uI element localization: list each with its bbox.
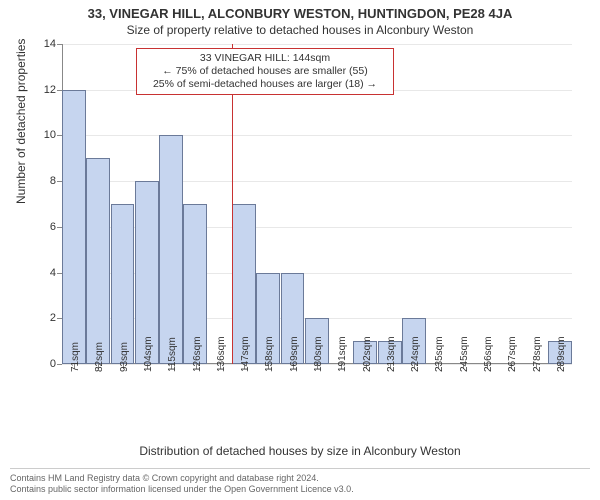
y-tick-label: 8 (50, 175, 56, 187)
y-tick-label: 10 (44, 129, 56, 141)
footer: Contains HM Land Registry data © Crown c… (10, 468, 590, 496)
title-sub: Size of property relative to detached ho… (0, 21, 600, 37)
x-tick-label: 82sqm (94, 342, 105, 372)
annotation-box: 33 VINEGAR HILL: 144sqm← 75% of detached… (136, 48, 394, 95)
x-tick-label: 104sqm (143, 336, 154, 372)
x-tick-label: 267sqm (507, 336, 518, 372)
y-tick-label: 12 (44, 84, 56, 96)
x-tick-label: 213sqm (386, 336, 397, 372)
x-tick-label: 71sqm (70, 342, 81, 372)
histogram-bar (159, 135, 183, 364)
y-axis-label: Number of detached properties (14, 39, 28, 204)
x-tick-label: 256sqm (483, 336, 494, 372)
annotation-line: 33 VINEGAR HILL: 144sqm (143, 52, 387, 65)
y-tick-label: 14 (44, 38, 56, 50)
x-tick-label: 289sqm (556, 336, 567, 372)
y-tick-label: 0 (50, 358, 56, 370)
x-tick-label: 158sqm (264, 336, 275, 372)
x-tick-label: 191sqm (337, 336, 348, 372)
histogram-bar (111, 204, 135, 364)
x-tick-label: 278sqm (532, 336, 543, 372)
y-tick-mark (57, 364, 62, 365)
annotation-line: 25% of semi-detached houses are larger (… (143, 78, 387, 91)
x-tick-label: 136sqm (216, 336, 227, 372)
y-tick-label: 6 (50, 221, 56, 233)
x-tick-label: 245sqm (459, 336, 470, 372)
x-tick-label: 147sqm (240, 336, 251, 372)
x-tick-label: 180sqm (313, 336, 324, 372)
gridline (62, 44, 572, 45)
annotation-line: ← 75% of detached houses are smaller (55… (143, 65, 387, 78)
footer-line-2: Contains public sector information licen… (10, 484, 590, 496)
x-tick-label: 115sqm (167, 337, 178, 372)
chart-container: 33, VINEGAR HILL, ALCONBURY WESTON, HUNT… (0, 0, 600, 500)
plot-area: 0246810121471sqm82sqm93sqm104sqm115sqm12… (62, 44, 572, 364)
x-tick-label: 126sqm (192, 336, 203, 372)
gridline (62, 135, 572, 136)
y-tick-label: 2 (50, 312, 56, 324)
histogram-bar (62, 90, 86, 364)
x-tick-label: 93sqm (119, 342, 130, 372)
x-tick-label: 202sqm (362, 336, 373, 372)
x-axis-label: Distribution of detached houses by size … (0, 444, 600, 458)
histogram-bar (86, 158, 110, 364)
x-tick-label: 235sqm (434, 336, 445, 372)
y-tick-label: 4 (50, 267, 56, 279)
x-tick-label: 224sqm (410, 336, 421, 372)
x-tick-label: 169sqm (289, 336, 300, 372)
footer-line-1: Contains HM Land Registry data © Crown c… (10, 473, 590, 485)
title-main: 33, VINEGAR HILL, ALCONBURY WESTON, HUNT… (0, 0, 600, 21)
